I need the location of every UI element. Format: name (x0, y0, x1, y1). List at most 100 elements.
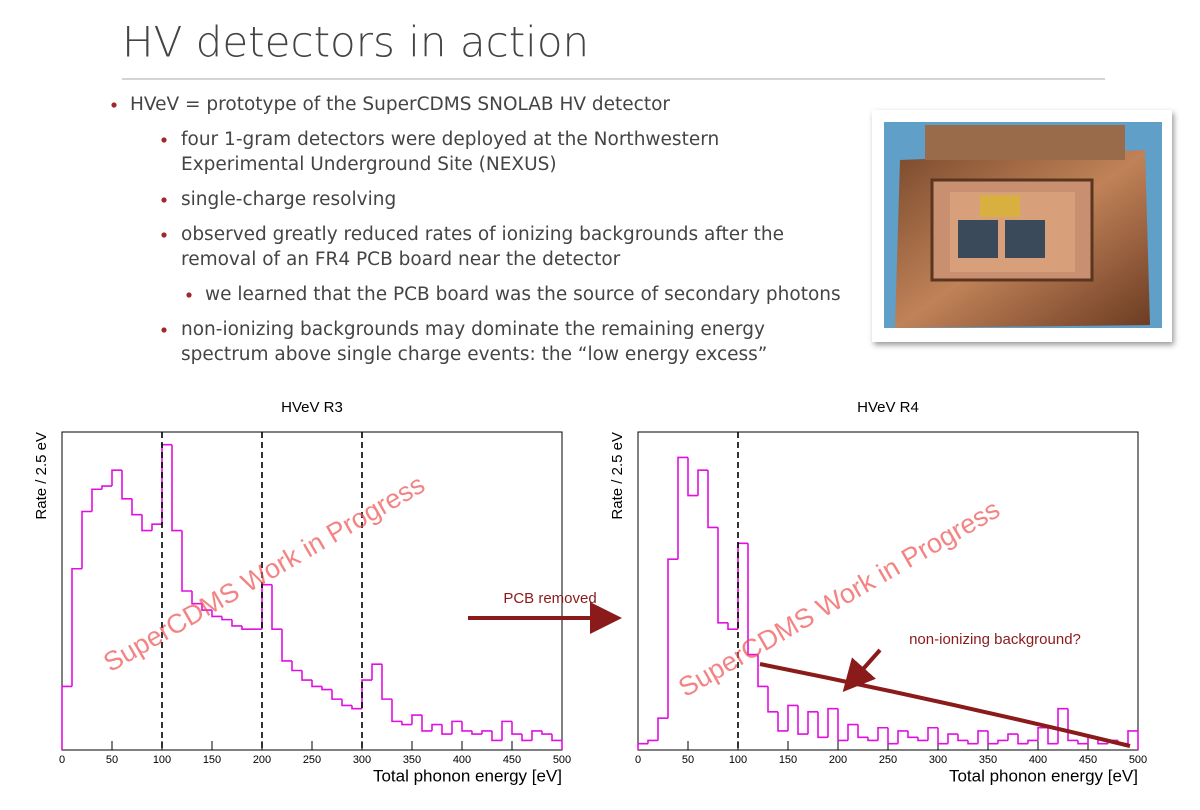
histogram-bin (471, 730, 482, 735)
histogram-bin (181, 530, 192, 592)
x-tick-label: 150 (779, 754, 797, 766)
histogram-bin (767, 686, 778, 713)
histogram-bin (747, 543, 758, 656)
histogram-bin (1077, 740, 1088, 745)
bullet-text: single-charge resolving (181, 189, 396, 210)
histogram-bin (121, 470, 132, 500)
histogram-bin (1037, 726, 1048, 741)
histogram-bin (371, 663, 382, 681)
histogram-bin (1027, 739, 1038, 744)
bullet-text: non-ionizing backgrounds may dominate th… (181, 319, 765, 340)
histogram-bin (111, 469, 122, 487)
bullet-dot (161, 137, 167, 143)
histogram-bin (241, 625, 252, 630)
histogram-bin (211, 610, 222, 618)
histogram-bin (777, 711, 788, 732)
x-tick-label: 150 (203, 754, 221, 766)
x-tick-label: 100 (729, 754, 747, 766)
histogram-bin (727, 622, 738, 630)
histogram-bin (271, 584, 282, 630)
histogram-bin (501, 720, 512, 741)
fit-curve (759, 662, 1131, 748)
histogram-bin (937, 727, 948, 745)
x-tick-label: 400 (453, 754, 471, 766)
y-axis-label: Rate / 2.5 eV (609, 432, 626, 520)
histogram-bin (101, 485, 112, 490)
histogram-bin (667, 558, 678, 719)
histogram-bin (221, 616, 232, 621)
bullet-text: observed greatly reduced rates of ionizi… (181, 224, 784, 245)
x-tick-label: 500 (1129, 754, 1147, 766)
histogram-bin (717, 527, 728, 624)
histogram-bin (421, 715, 432, 732)
bullet-text: Experimental Underground Site (NEXUS) (181, 154, 557, 175)
histogram-bin (81, 510, 92, 569)
histogram-bin (997, 739, 1008, 744)
histogram-bin (1017, 734, 1028, 745)
x-tick-label: 50 (682, 754, 694, 766)
histogram-bin (381, 664, 392, 700)
histogram-bin (61, 685, 72, 750)
histogram-bin (411, 714, 422, 725)
histogram-bin (807, 711, 818, 735)
histogram-bin (1047, 727, 1058, 745)
histogram-bin (907, 730, 918, 739)
histogram-bin (847, 723, 858, 741)
histogram-bin (521, 734, 532, 742)
bullet-text: four 1-gram detectors were deployed at t… (181, 129, 719, 150)
bullet-dot (111, 102, 117, 108)
histogram-bin (677, 456, 688, 560)
histogram-bin (857, 724, 868, 739)
histogram-bin (957, 734, 968, 742)
histogram-bin (291, 660, 302, 672)
histogram-bin (787, 704, 798, 731)
bullet-text: removal of an FR4 PCB board near the det… (181, 249, 621, 270)
histogram-bin (967, 740, 978, 745)
x-tick-label: 450 (503, 754, 521, 766)
plot-frame (637, 431, 1139, 751)
histogram-bin (451, 720, 462, 735)
x-axis-label: Total phonon energy [eV] (949, 766, 1138, 785)
histogram-bin (511, 721, 522, 735)
fit-label: non-ionizing background? (909, 631, 1081, 648)
annotations: PCB removed non-ionizing background? (468, 590, 1131, 748)
histogram-bin (837, 708, 848, 742)
histogram-bin (1007, 733, 1018, 741)
histogram-bin (391, 699, 402, 723)
watermark: SuperCDMS Work in Progress (673, 494, 1005, 703)
x-tick-label: 50 (106, 754, 118, 766)
x-axis-label: Total phonon energy [eV] (373, 766, 562, 785)
histogram-bin (917, 737, 928, 742)
histogram-bin (927, 726, 938, 741)
histogram-bin (131, 498, 142, 516)
histogram-bin (687, 457, 698, 497)
histogram-bin (201, 603, 212, 611)
histogram-bin (867, 737, 878, 742)
bullet-dot (161, 197, 167, 203)
histogram-bin (151, 523, 162, 531)
histogram-bin (281, 629, 292, 662)
histogram-bin (91, 488, 102, 512)
histogram-bin (261, 583, 272, 630)
histogram-bin (827, 707, 838, 738)
x-tick-label: 200 (253, 754, 271, 766)
y-axis-label: Rate / 2.5 eV (33, 432, 50, 520)
histogram-bin (311, 680, 322, 688)
x-tick-label: 250 (303, 754, 321, 766)
histogram-bin (797, 705, 808, 735)
histogram-bin (441, 724, 452, 735)
histogram-bin (161, 443, 172, 525)
histogram-bin (321, 686, 332, 691)
chart-title: HVeV R4 (857, 399, 919, 416)
histogram-bin (947, 733, 958, 744)
histogram-bin (1067, 708, 1078, 742)
histogram-bin (647, 739, 658, 744)
bullet-text: HVeV = prototype of the SuperCDMS SNOLAB… (130, 94, 670, 115)
histogram-bin (341, 699, 352, 707)
x-tick-label: 100 (153, 754, 171, 766)
watermark: SuperCDMS Work in Progress (98, 469, 430, 678)
histogram-bin (707, 470, 718, 529)
x-tick-label: 350 (979, 754, 997, 766)
histogram-bin (887, 727, 898, 745)
